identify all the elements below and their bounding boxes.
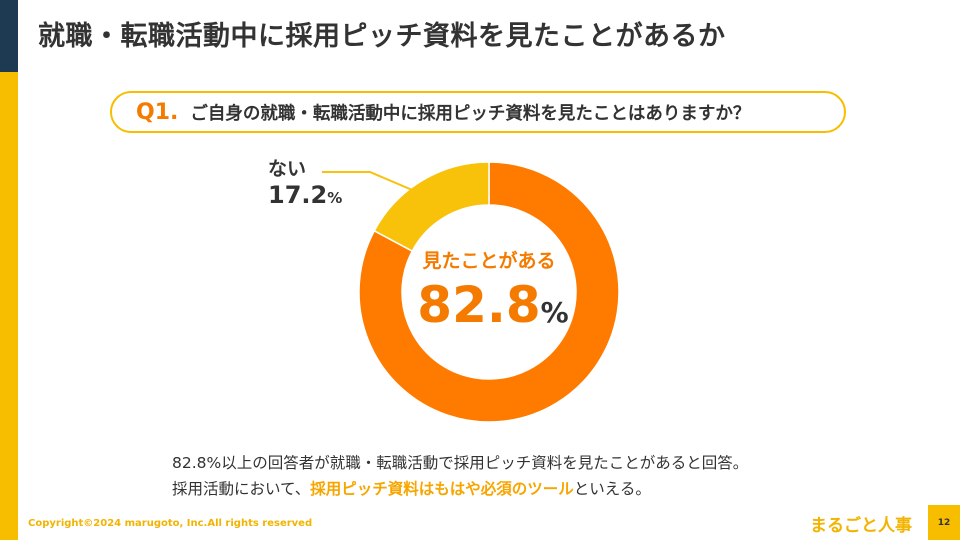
side-accent-bar — [0, 72, 18, 540]
donut-slice-0 — [358, 161, 620, 423]
donut-slice-1 — [373, 161, 490, 253]
question-number: Q1. — [136, 99, 179, 125]
main-slice-value: 82.8% — [404, 276, 582, 334]
summary-text: 82.8%以上の回答者が就職・転職活動で採用ピッチ資料を見たことがあると回答。 … — [172, 450, 748, 503]
summary-highlight: 採用ピッチ資料はもはや必須のツール — [310, 480, 574, 499]
brand-logo: まるごと人事 — [810, 516, 912, 536]
minor-slice-number: 17.2 — [268, 180, 328, 209]
minor-slice-percent-sign: % — [327, 188, 343, 207]
question-text: ご自身の就職・転職活動中に採用ピッチ資料を見たことはありますか？ — [190, 103, 751, 124]
summary-line-2-before: 採用活動において、 — [172, 480, 311, 499]
page-number: 12 — [928, 505, 960, 540]
header-accent-bar — [0, 0, 18, 72]
minor-slice-leader-line — [322, 171, 434, 200]
minor-slice-label: ない — [268, 158, 307, 180]
main-slice-number: 82.8 — [417, 276, 541, 334]
page-title: 就職・転職活動中に採用ピッチ資料を見たことがあるか — [38, 21, 726, 52]
question-box: Q1. ご自身の就職・転職活動中に採用ピッチ資料を見たことはありますか？ — [110, 91, 846, 133]
minor-slice-label-group: ない 17.2% — [268, 158, 342, 210]
summary-line-1: 82.8%以上の回答者が就職・転職活動で採用ピッチ資料を見たことがあると回答。 — [172, 454, 749, 472]
summary-line-2-after: といえる。 — [573, 480, 651, 499]
copyright: Copyright©2024 marugoto, Inc.All rights … — [28, 518, 313, 529]
main-slice-label: 見たことがある — [422, 250, 556, 272]
summary-line-2: 採用活動において、採用ピッチ資料はもはや必須のツールといえる。 — [172, 476, 748, 502]
main-slice-percent-sign: % — [540, 296, 569, 329]
